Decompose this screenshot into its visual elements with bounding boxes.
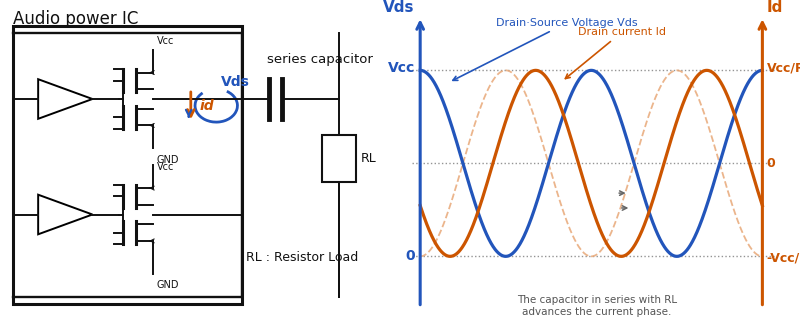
Text: Vcc: Vcc <box>387 61 414 76</box>
Text: Drain current Id: Drain current Id <box>566 27 666 79</box>
Text: Vcc/RL: Vcc/RL <box>766 62 800 75</box>
Text: id: id <box>199 99 214 113</box>
Text: RL: RL <box>361 152 376 165</box>
Text: Drain·Source Voltage Vds: Drain·Source Voltage Vds <box>453 18 638 80</box>
Text: Vcc: Vcc <box>157 162 174 172</box>
Text: 0: 0 <box>405 249 414 263</box>
Text: RL : Resistor Load: RL : Resistor Load <box>246 251 358 264</box>
Bar <box>322 135 356 182</box>
Text: The capacitor in series with RL
advances the current phase.: The capacitor in series with RL advances… <box>517 295 678 317</box>
Text: GND: GND <box>157 155 179 165</box>
Bar <box>13 26 242 304</box>
Text: 0: 0 <box>766 157 775 170</box>
Text: Vds: Vds <box>221 76 250 89</box>
Text: Vcc: Vcc <box>157 36 174 46</box>
Text: Vds: Vds <box>383 0 414 15</box>
Text: series capacitor: series capacitor <box>267 53 373 66</box>
Text: -Vcc/RL: -Vcc/RL <box>766 252 800 265</box>
Text: GND: GND <box>157 280 179 290</box>
Text: Audio power IC: Audio power IC <box>13 10 138 28</box>
Text: Id: Id <box>766 0 783 15</box>
